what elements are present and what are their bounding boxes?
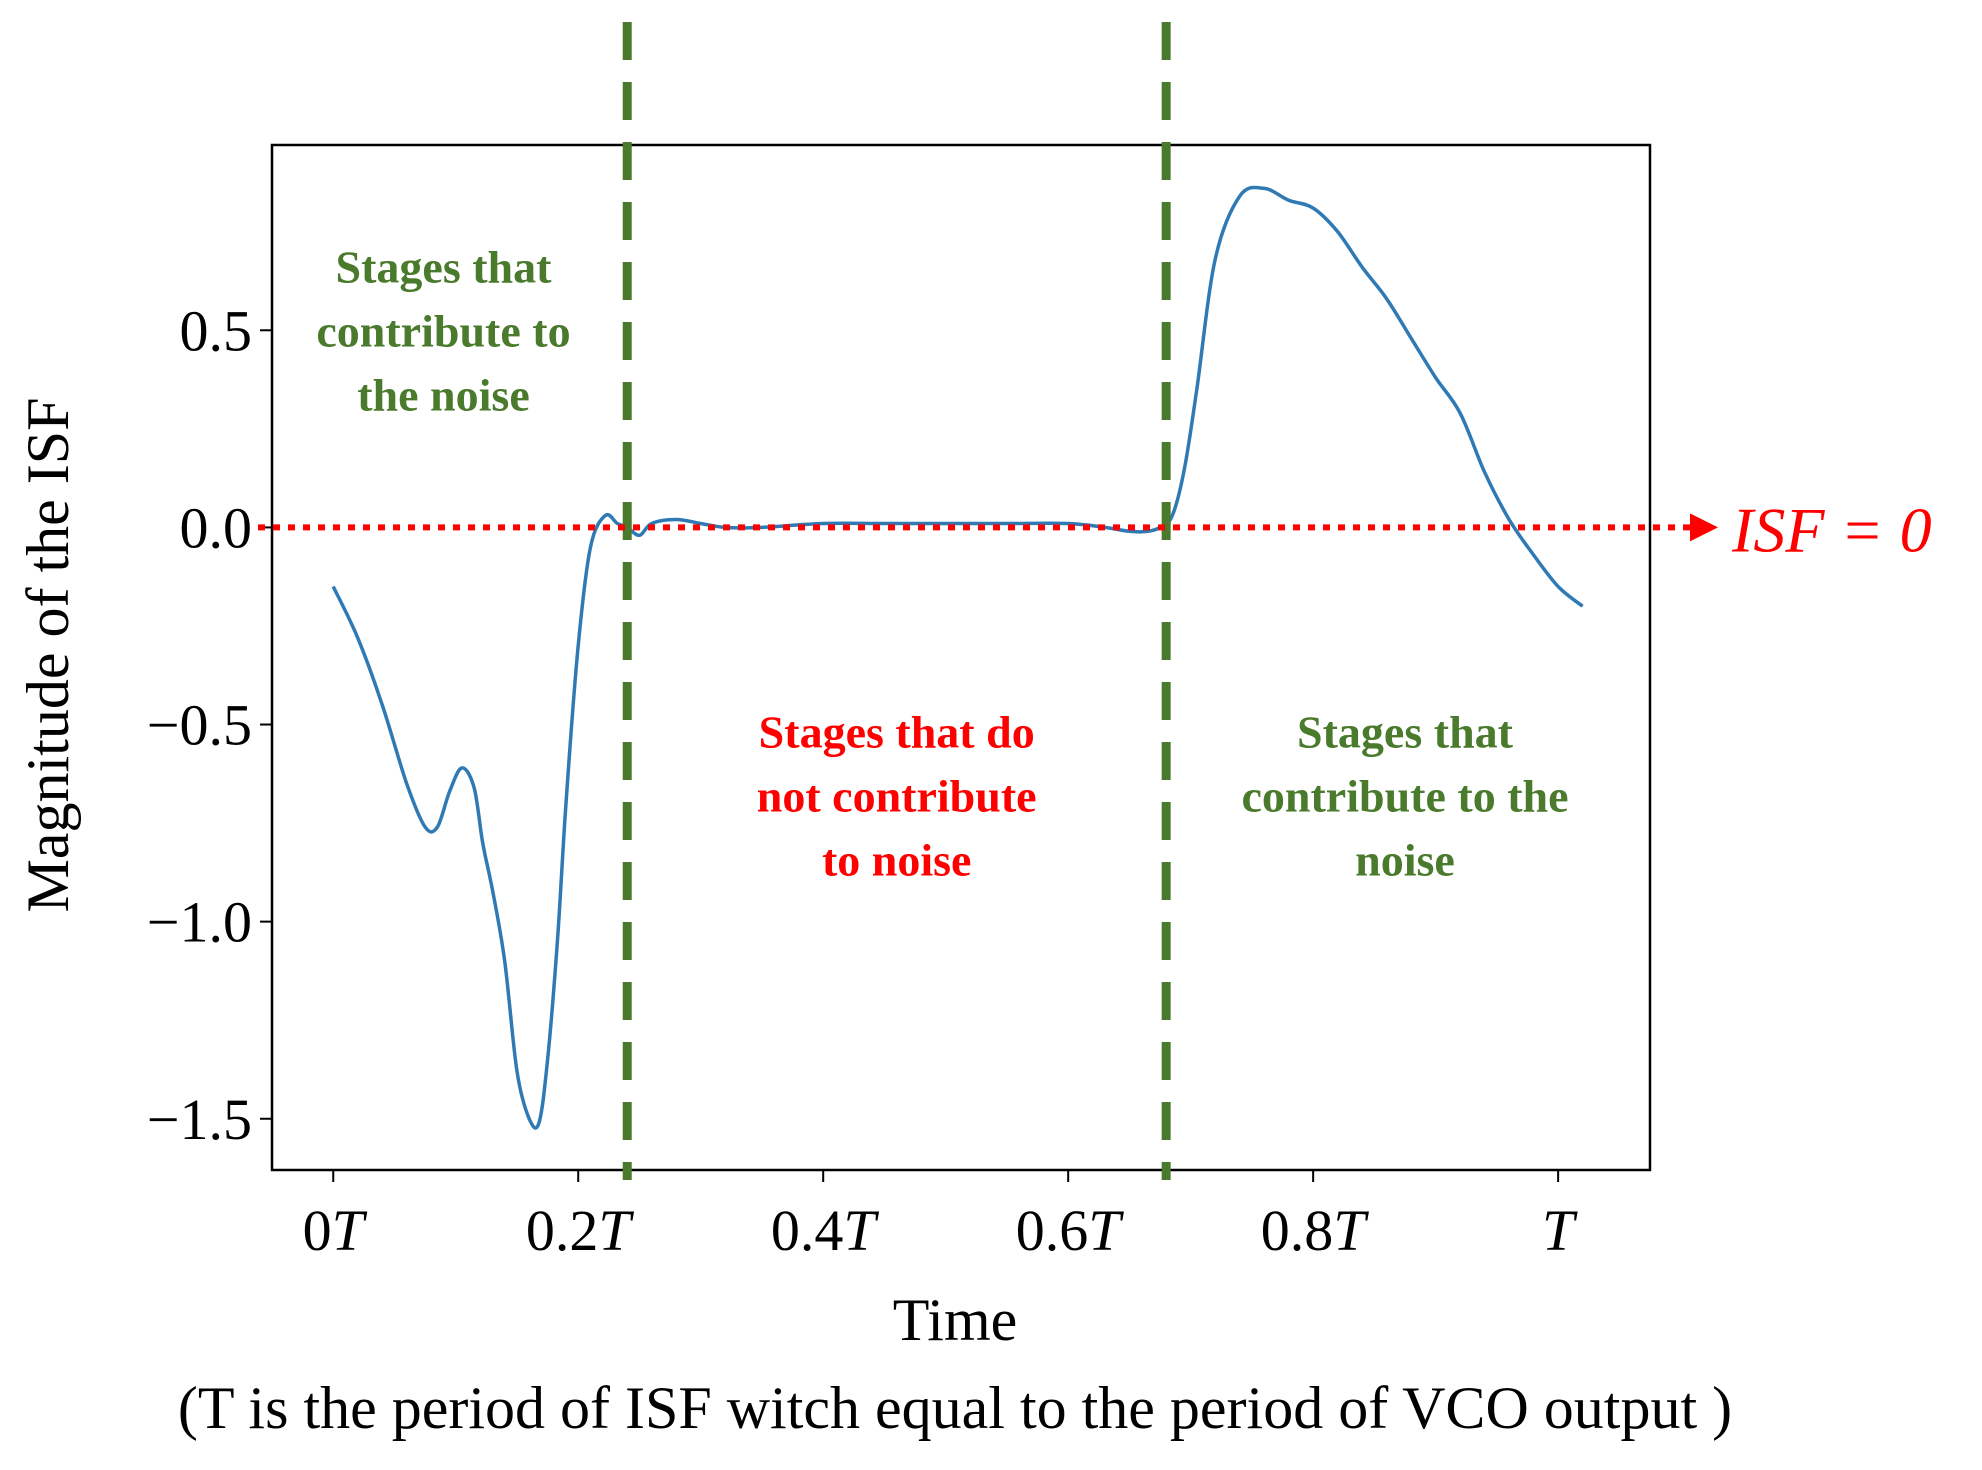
x-tick-label: 0.6T [1016,1198,1125,1263]
chart-caption: (T is the period of ISF witch equal to t… [178,1375,1732,1441]
y-axis-label: Magnitude of the ISF [15,398,81,913]
x-tick-label: T [1542,1198,1578,1263]
stage-annotation-text: contribute to the [1241,770,1568,821]
x-tick-label: 0T [303,1198,368,1263]
plot-frame [270,143,1652,1172]
y-tick-label: −0.5 [147,693,252,758]
stage-annotation-text: contribute to [316,305,570,356]
y-tick-label: −1.5 [147,1087,252,1152]
isf-zero-label: ISF = 0 [1731,494,1932,565]
isf-series-line [331,185,1584,1130]
stage-annotation-text: not contribute [757,770,1037,821]
x-axis-label: Time [893,1287,1018,1353]
y-tick-label: 0.5 [180,298,253,363]
x-tick-label: 0.8T [1261,1198,1370,1263]
stage-annotation-text: Stages that [1297,706,1514,757]
stage-annotation-text: Stages that do [759,706,1035,757]
x-tick-label: 0.4T [771,1198,880,1263]
stage-annotation-text: Stages that [336,241,553,292]
stage-annotation-text: noise [1355,834,1455,885]
y-tick-label: 0.0 [180,495,253,560]
arrow-head-icon [1690,513,1718,542]
stage-annotation-text: the noise [357,369,530,420]
stage-annotation-text: to noise [822,834,972,885]
y-tick-label: −1.0 [147,890,252,955]
x-tick-label: 0.2T [526,1198,635,1263]
